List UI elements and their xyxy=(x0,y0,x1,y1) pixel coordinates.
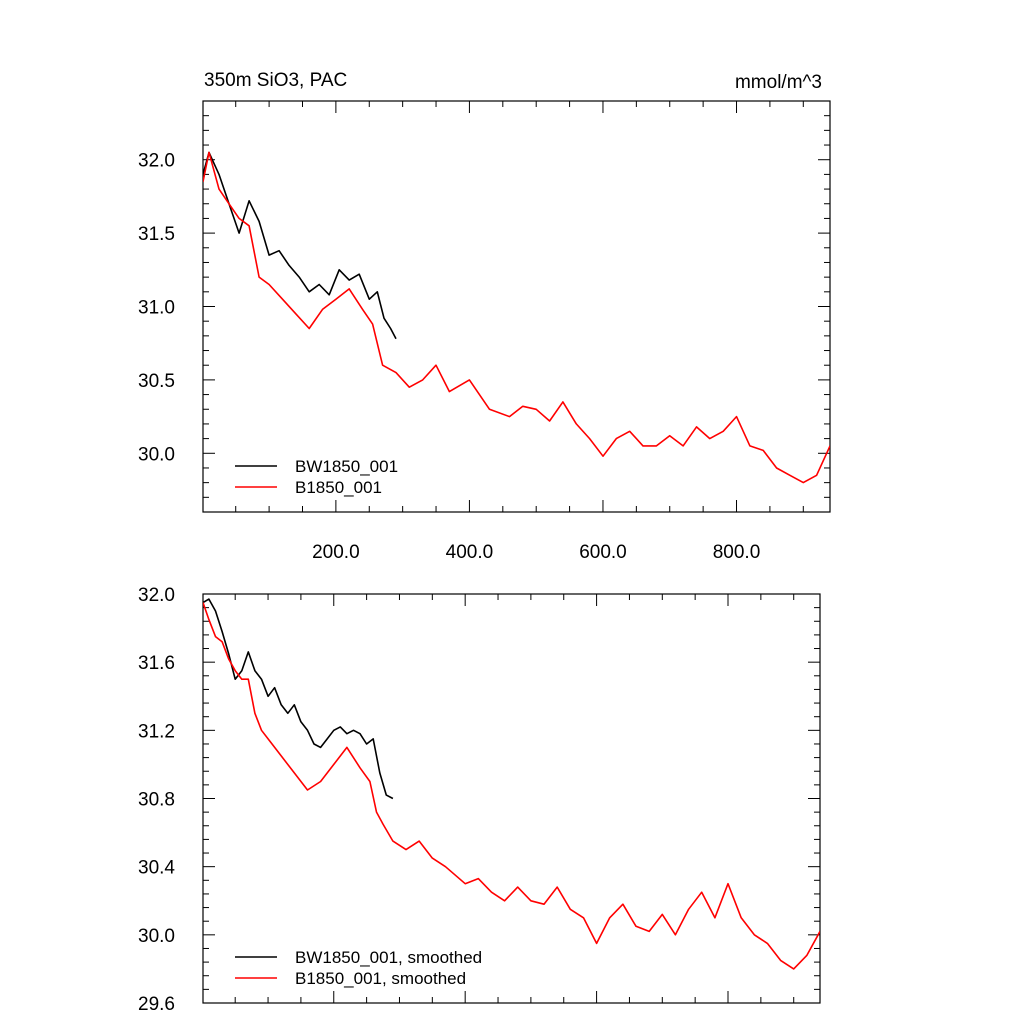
y-tick-label: 31.0 xyxy=(138,298,175,319)
y-tick-label: 30.0 xyxy=(138,926,175,947)
series-group xyxy=(203,151,830,484)
plot-frame xyxy=(202,593,821,1004)
units-label: mmol/m^3 xyxy=(735,72,822,93)
series-line-b1850-001-smoothed xyxy=(203,602,820,970)
y-tick-label: 30.4 xyxy=(138,858,175,879)
x-tick-label: 800.0 xyxy=(713,542,761,563)
y-tick-label: 31.6 xyxy=(138,653,175,674)
x-tick-label: 400.0 xyxy=(446,542,494,563)
y-tick-label: 32.0 xyxy=(138,151,175,172)
legend-label: BW1850_001, smoothed xyxy=(295,948,482,967)
y-tick-label: 30.5 xyxy=(138,371,175,392)
y-tick-label: 30.0 xyxy=(138,444,175,465)
bottom-panel: 29.6 30.0 30.4 30.8 31.2 31.6 32.0 BW1850_001, … xyxy=(138,585,821,1015)
y-tick-label: 29.6 xyxy=(138,994,175,1015)
y-tick-label: 31.5 xyxy=(138,224,175,245)
legend-label: B1850_001 xyxy=(295,478,382,497)
series-line-b1850-001 xyxy=(203,151,830,484)
legend-label: B1850_001, smoothed xyxy=(295,969,466,988)
chart-title: 350m SiO3, PAC xyxy=(204,70,347,91)
legend-label: BW1850_001 xyxy=(295,457,398,476)
series-group xyxy=(203,598,820,970)
x-tick-label: 200.0 xyxy=(312,542,360,563)
series-line-bw1850-001 xyxy=(203,151,397,340)
plot-frame xyxy=(202,100,831,513)
y-tick-label: 32.0 xyxy=(138,585,175,606)
top-panel: 30.0 30.5 31.0 31.5 32.0 200.0 400.0 600.0 800.0… xyxy=(138,70,831,563)
x-tick-label: 600.0 xyxy=(579,542,627,563)
y-tick-label: 30.8 xyxy=(138,790,175,811)
series-line-bw1850-001-smoothed xyxy=(203,598,394,800)
y-tick-label: 31.2 xyxy=(138,721,175,742)
